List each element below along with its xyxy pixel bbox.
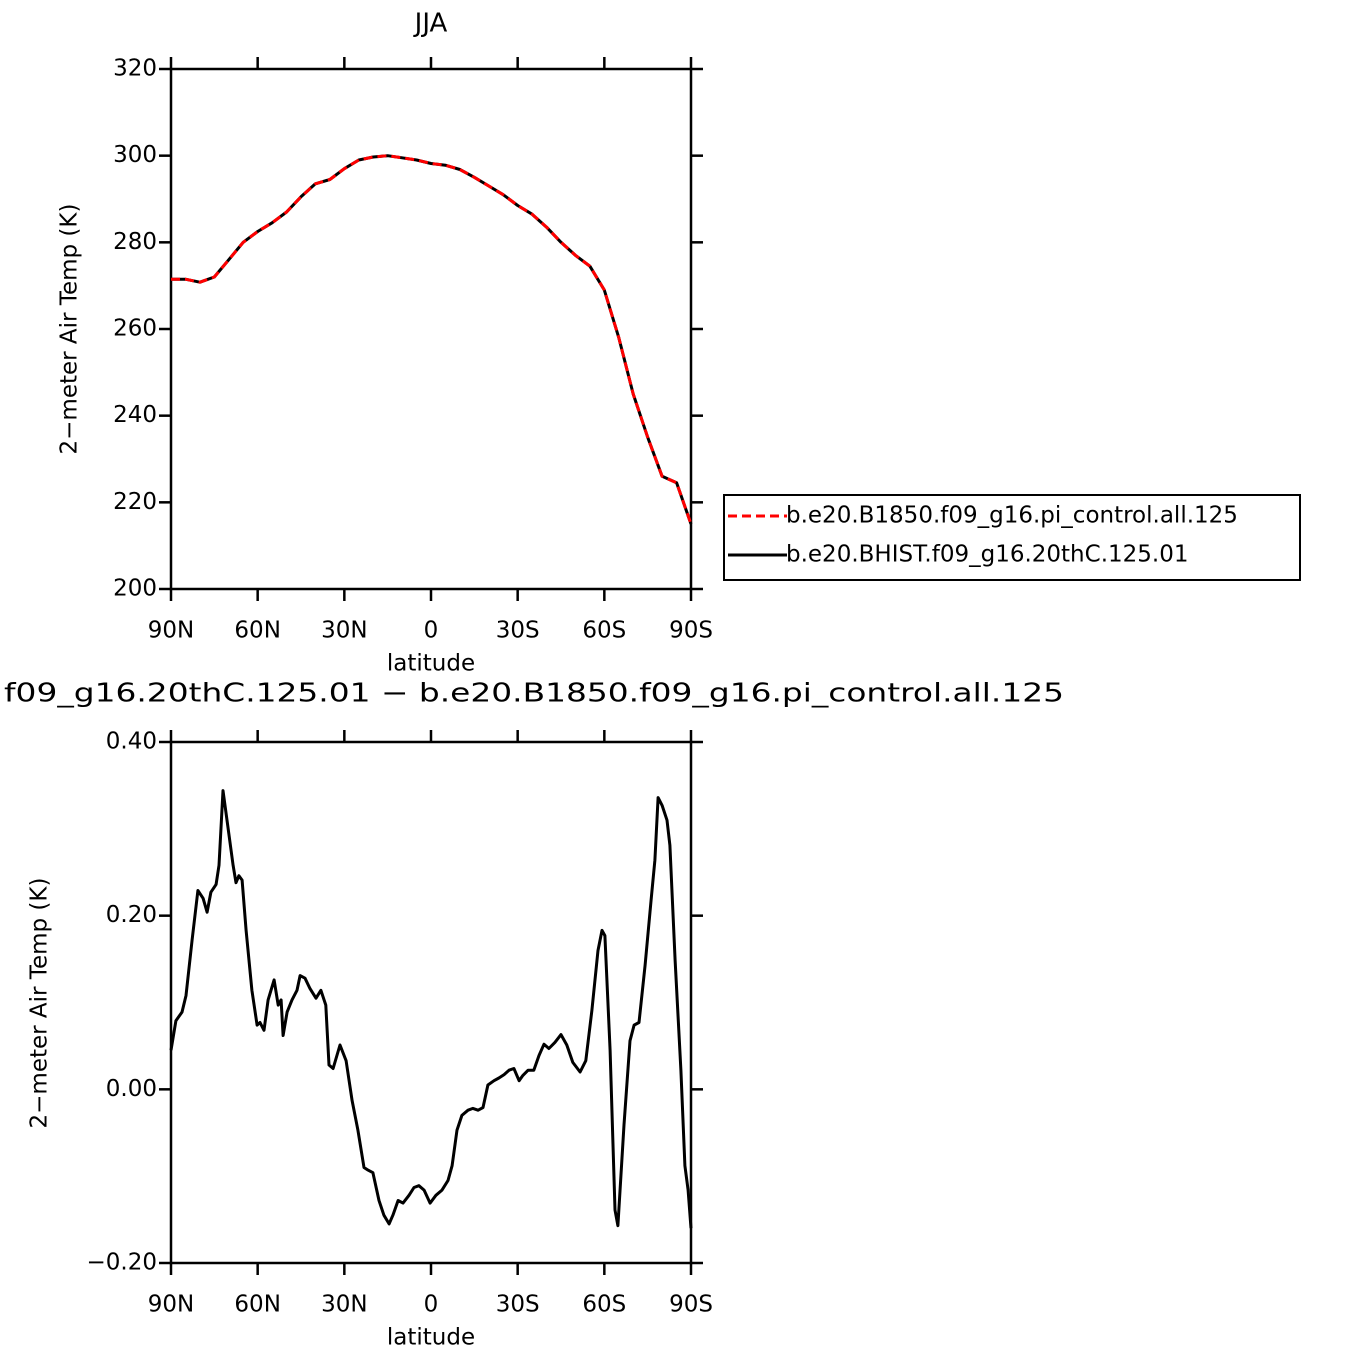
- y-tick-label: 260: [113, 316, 157, 342]
- x-tick-label: 60N: [234, 1292, 280, 1318]
- chart-title: f09_g16.20thC.125.01 − b.e20.B1850.f09_g…: [4, 679, 1064, 709]
- data-line: [169, 789, 693, 1229]
- y-tick-label: 200: [113, 576, 157, 602]
- x-tick-label: 0: [424, 1292, 439, 1318]
- x-tick-label: 90S: [669, 618, 713, 644]
- data-line: [171, 154, 693, 525]
- legend-box: [723, 494, 1301, 581]
- x-tick-label: 30S: [496, 618, 540, 644]
- y-tick-label: 300: [113, 142, 157, 168]
- legend-label: b.e20.B1850.f09_g16.pi_control.all.125: [786, 503, 1238, 529]
- y-tick-label: 240: [113, 402, 157, 428]
- x-tick-label: 90N: [148, 1292, 194, 1318]
- y-tick-label: 0.40: [106, 729, 157, 755]
- legend-label: b.e20.BHIST.f09_g16.20thC.125.01: [786, 542, 1188, 568]
- y-tick-label: −0.20: [87, 1250, 157, 1276]
- data-line: [171, 154, 693, 525]
- x-axis-label: latitude: [387, 651, 475, 677]
- x-tick-label: 0: [424, 618, 439, 644]
- x-tick-label: 60S: [582, 1292, 626, 1318]
- y-axis-label: 2−meter Air Temp (K): [27, 878, 53, 1129]
- y-tick-label: 0.00: [106, 1076, 157, 1102]
- x-axis-label: latitude: [387, 1325, 475, 1351]
- y-tick-label: 220: [113, 489, 157, 515]
- chart-title: JJA: [413, 9, 448, 39]
- x-tick-label: 90S: [669, 1292, 713, 1318]
- x-tick-label: 90N: [148, 618, 194, 644]
- y-axis-label: 2−meter Air Temp (K): [57, 204, 83, 455]
- x-tick-label: 60N: [234, 618, 280, 644]
- x-tick-label: 30S: [496, 1292, 540, 1318]
- y-tick-label: 280: [113, 229, 157, 255]
- x-tick-label: 30N: [321, 1292, 367, 1318]
- y-tick-label: 0.20: [106, 902, 157, 928]
- plot-frame: [169, 67, 693, 591]
- y-tick-label: 320: [113, 56, 157, 82]
- x-tick-label: 60S: [582, 618, 626, 644]
- x-tick-label: 30N: [321, 618, 367, 644]
